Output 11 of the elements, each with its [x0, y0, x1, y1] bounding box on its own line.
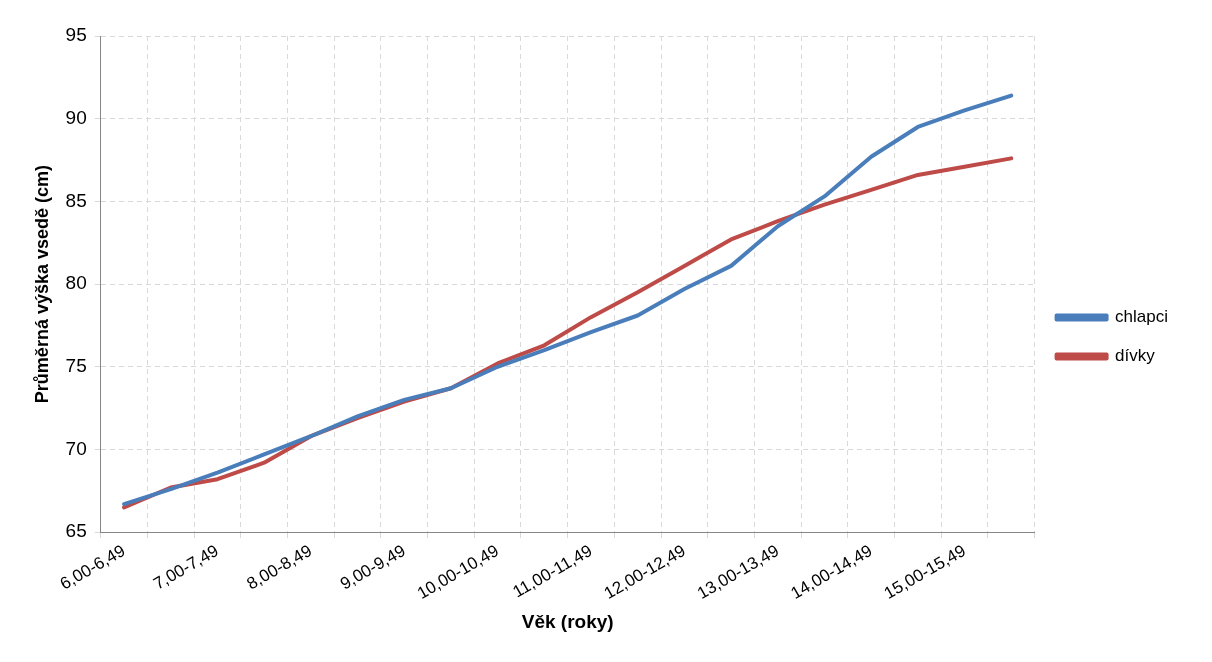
legend-label: chlapci — [1115, 307, 1168, 327]
y-axis-title: Průměrná výška vsedě (cm) — [31, 165, 52, 404]
y-tick-label: 70 — [65, 437, 87, 459]
y-tick-label: 80 — [65, 272, 87, 294]
y-tick-label: 75 — [65, 355, 87, 377]
y-tick-label: 90 — [65, 106, 87, 128]
y-tick-label: 65 — [65, 520, 87, 542]
x-axis-title: Věk (roky) — [521, 610, 614, 632]
legend-label: dívky — [1115, 346, 1156, 366]
y-tick-label: 95 — [65, 24, 87, 46]
y-tick-label: 85 — [65, 189, 87, 211]
